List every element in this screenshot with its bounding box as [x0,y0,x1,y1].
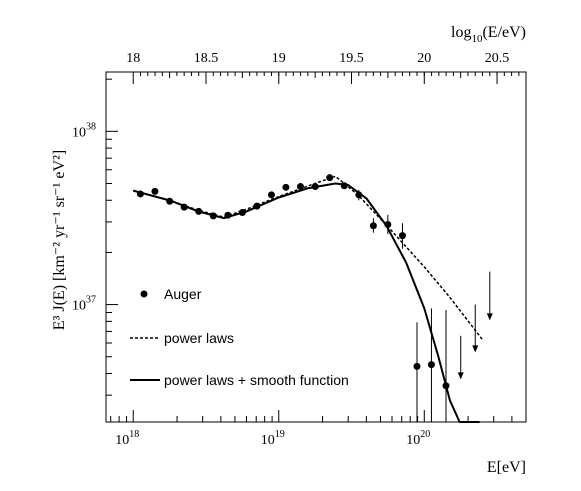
top-tick-label: 20.5 [485,51,510,66]
data-point [136,190,144,198]
data-point [195,207,203,215]
top-tick-label: 19 [272,51,286,66]
data-point [413,362,421,370]
legend-label-power-laws: power laws [164,330,234,346]
data-point [355,191,363,199]
top-tick-label: 20 [417,51,431,66]
top-axis-title: log10(E/eV) [451,24,526,45]
data-point [311,183,319,191]
x-axis-title: E[eV] [487,459,526,476]
data-point [166,197,174,205]
plot-area: 18 18.5 19 19.5 20 20.5 1018 1019 1020 1037 1038 [72,51,527,448]
data-point [398,232,406,240]
data-point [180,203,188,211]
y-tick-label: 1037 [72,295,96,314]
data-point [326,174,334,182]
legend-label-smooth-function: power laws + smooth function [164,372,349,388]
top-tick-label: 18 [126,51,140,66]
top-tick-label: 18.5 [194,51,219,66]
x-tick-label: 1020 [406,429,430,448]
legend-label-auger: Auger [164,286,202,302]
data-point [253,202,261,210]
data-point [238,208,246,216]
x-tick-label: 1018 [115,429,139,448]
x-tick-label: 1019 [261,429,285,448]
y-tick-label: 1038 [72,121,96,140]
upper-limit-arrowhead [472,345,479,353]
data-point [151,187,159,195]
data-point [296,183,304,191]
legend-marker-auger [140,290,148,298]
upper-limit-arrowhead [457,372,464,380]
data-point [427,361,435,369]
data-point [369,222,377,230]
data-point [224,211,232,219]
y-axis-title: E³ J(E) [km⁻² yr⁻¹ sr⁻¹ eV²] [51,150,68,330]
data-point [267,191,275,199]
data-point [340,182,348,190]
data-point [209,212,217,220]
data-point [442,382,450,390]
legend: Auger power laws power laws + smooth fun… [130,286,349,388]
upper-limit-arrowhead [486,313,493,321]
plot-frame [105,71,527,423]
top-tick-label: 19.5 [339,51,364,66]
data-point [384,220,392,228]
power-law-curve [133,175,483,340]
data-point [282,183,290,191]
